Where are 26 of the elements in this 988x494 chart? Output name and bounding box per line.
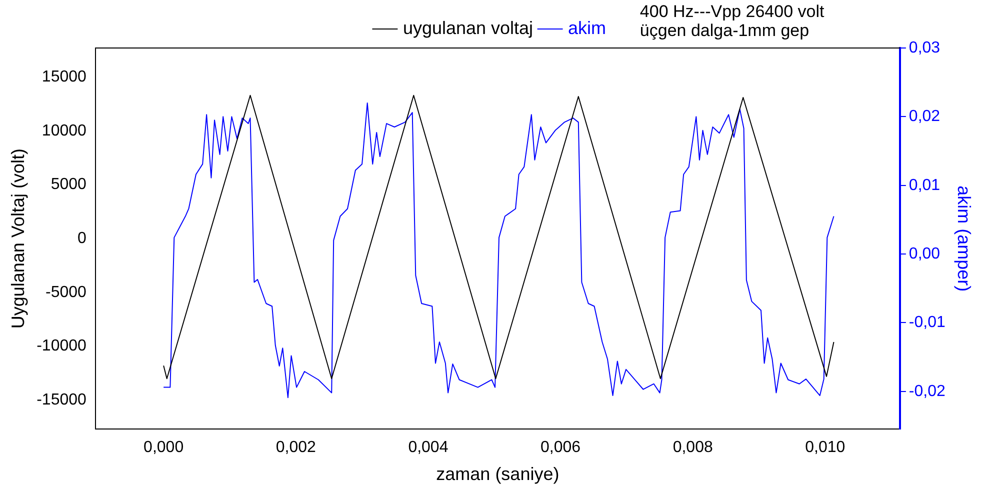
y-tick-label: 15000 [42,68,87,86]
x-tick-label: 0,006 [540,439,581,456]
y-tick-label: 5000 [50,176,87,194]
y2-tick-label: -0,01 [908,314,946,332]
y-tick-label: -15000 [36,392,87,409]
y-tick-label: 0 [78,230,87,248]
x-tick-label: 0,004 [408,439,448,456]
y-axis-title: Uygulanan Voltaj (volt) [8,148,28,329]
x-axis-title: zaman (saniye) [436,464,560,484]
y2-tick-label: 0,00 [908,245,940,262]
x-tick-label: 0,010 [805,439,846,456]
text: üçgen dalga-1mm gep [640,21,810,40]
y-tick-label: -5000 [46,284,87,301]
legend-label: uygulanan voltaj [402,18,534,38]
y2-tick-label: -0,02 [908,382,946,400]
x-tick-label: 0,000 [144,439,184,456]
y2-tick-label: 0,02 [908,108,940,126]
legend-label: akim [568,18,606,38]
x-tick-label: 0,002 [276,439,316,456]
y2-tick-label: 0,03 [908,39,940,56]
x-tick-label: 0,008 [672,439,713,456]
y-tick-label: -10000 [36,338,87,355]
text: 400 Hz---Vpp 26400 volt [640,2,824,21]
y2-axis-title: akim (amper) [954,186,974,292]
y2-tick-label: 0,01 [908,176,940,194]
y-tick-label: 10000 [42,122,87,140]
